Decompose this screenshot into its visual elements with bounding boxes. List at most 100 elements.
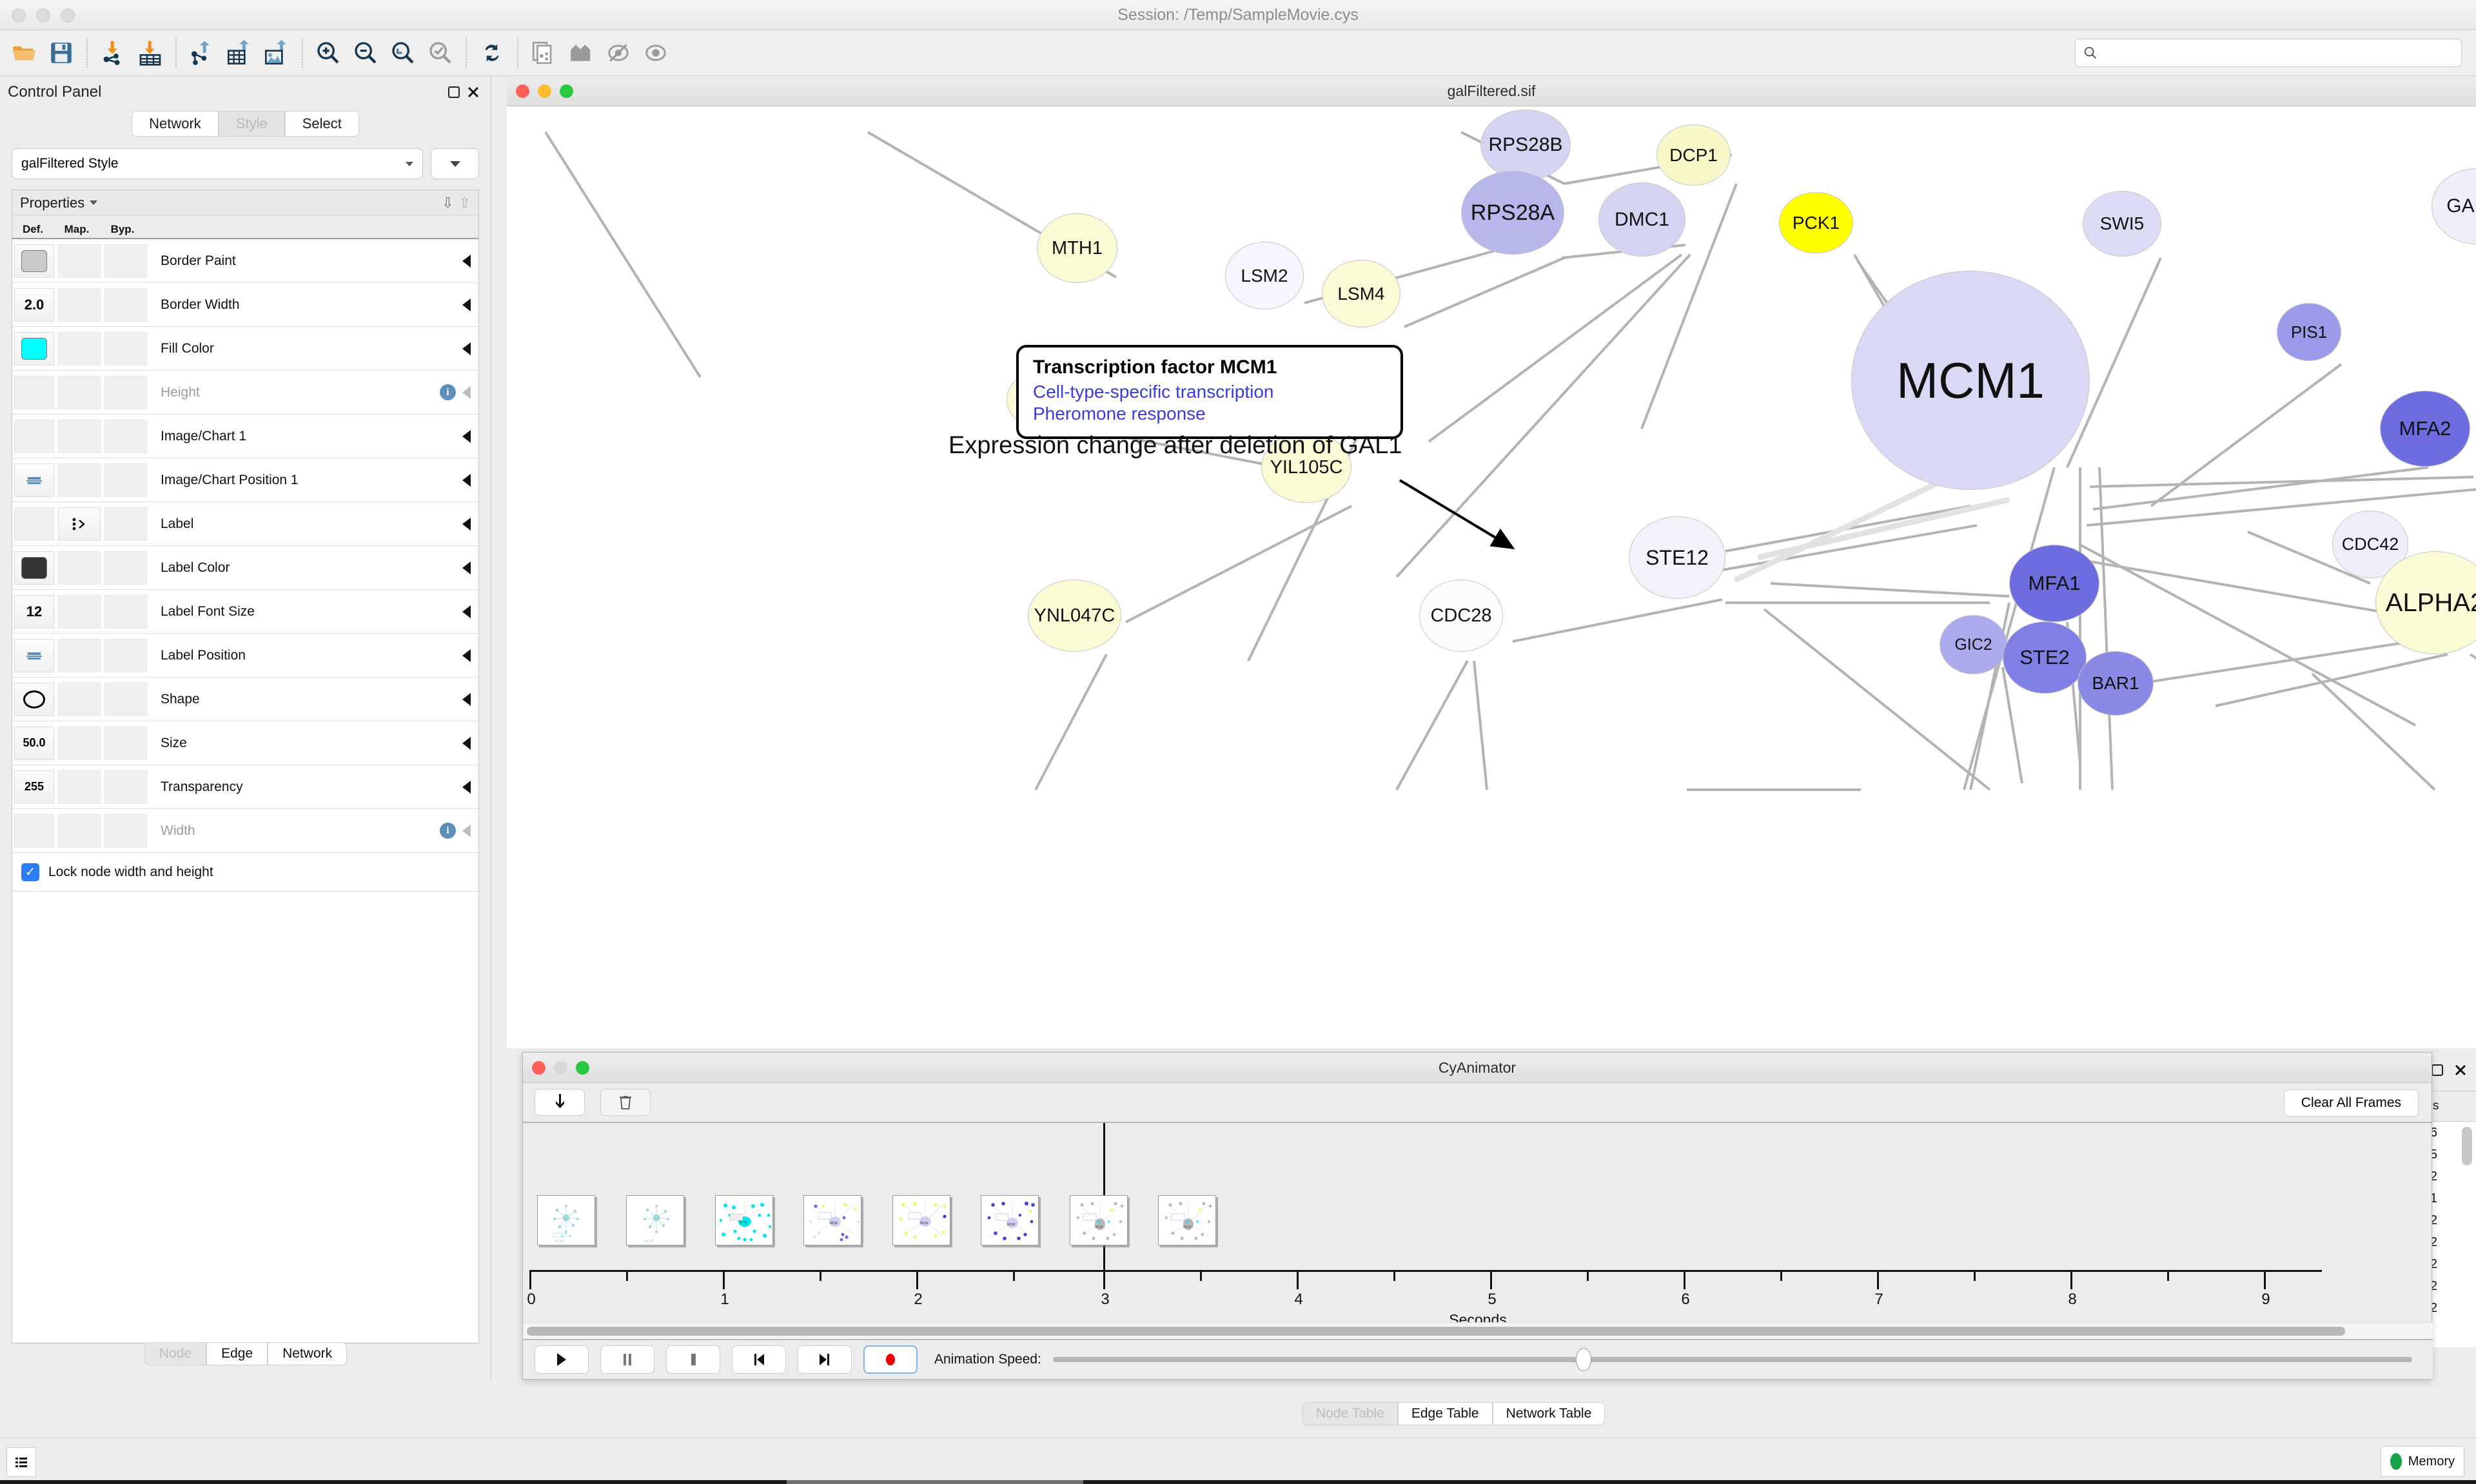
- expand-arrow-icon[interactable]: [462, 561, 471, 574]
- network-node[interactable]: MCM1: [1851, 271, 2090, 490]
- tab-style[interactable]: Style: [218, 111, 285, 137]
- frame-thumbnail[interactable]: MCM1: [537, 1195, 595, 1245]
- network-node[interactable]: STE2: [2003, 621, 2087, 694]
- map-cell[interactable]: [58, 463, 101, 497]
- tab-node-table[interactable]: Node Table: [1302, 1402, 1398, 1425]
- import-table-icon[interactable]: [132, 34, 169, 72]
- property-row[interactable]: 12 Label Font Size: [12, 590, 478, 634]
- def-cell[interactable]: [14, 638, 54, 672]
- byp-cell[interactable]: [104, 463, 147, 497]
- def-cell[interactable]: [14, 463, 54, 497]
- record-button[interactable]: [863, 1345, 918, 1374]
- network-node[interactable]: STE12: [1629, 516, 1725, 599]
- def-cell[interactable]: [14, 331, 54, 366]
- frame-thumbnail[interactable]: MCM1: [626, 1195, 684, 1245]
- expand-arrow-icon[interactable]: [462, 692, 471, 706]
- network-node[interactable]: YNL047C: [1028, 580, 1121, 652]
- map-cell[interactable]: [58, 551, 101, 585]
- tab-edge[interactable]: Edge: [206, 1342, 268, 1365]
- map-cell[interactable]: [58, 594, 101, 629]
- property-row[interactable]: Fill Color: [12, 327, 478, 371]
- expand-arrow-icon[interactable]: [462, 342, 471, 355]
- zoom-fit-icon[interactable]: [384, 34, 422, 72]
- network-node[interactable]: ALPHA2: [2375, 551, 2476, 654]
- zoom-out-icon[interactable]: [347, 34, 384, 72]
- maximize-window-dot[interactable]: [576, 1061, 589, 1075]
- close-window-dot[interactable]: [532, 1061, 545, 1075]
- minimize-window-dot[interactable]: [36, 8, 50, 23]
- play-button[interactable]: [535, 1345, 589, 1374]
- show-icon[interactable]: [637, 34, 674, 72]
- skip-start-button[interactable]: [732, 1345, 786, 1374]
- byp-cell[interactable]: [104, 288, 147, 322]
- byp-cell[interactable]: [104, 507, 147, 541]
- save-icon[interactable]: [43, 34, 80, 72]
- expand-arrow-icon[interactable]: [462, 473, 471, 487]
- map-cell[interactable]: [58, 507, 101, 541]
- zoom-selected-icon[interactable]: [422, 34, 459, 72]
- export-table-icon[interactable]: [221, 34, 258, 72]
- byp-cell[interactable]: [104, 682, 147, 716]
- expand-arrow-icon[interactable]: [462, 780, 471, 794]
- network-node[interactable]: LSM4: [1322, 260, 1400, 327]
- property-row[interactable]: Border Paint: [12, 239, 478, 283]
- expand-arrow-icon[interactable]: [462, 298, 471, 311]
- map-cell[interactable]: [58, 770, 101, 804]
- property-row[interactable]: Shape: [12, 678, 478, 721]
- close-icon[interactable]: [2454, 1064, 2467, 1080]
- map-cell[interactable]: [58, 726, 101, 760]
- collapse-all-icon[interactable]: ⇩: [442, 194, 454, 211]
- byp-cell[interactable]: [104, 594, 147, 629]
- network-node[interactable]: MFA1: [2009, 545, 2099, 622]
- network-node[interactable]: RPS28B: [1480, 110, 1571, 181]
- def-cell[interactable]: 50.0: [14, 726, 54, 760]
- network-node[interactable]: GIC2: [1940, 615, 2007, 674]
- byp-cell[interactable]: [104, 726, 147, 760]
- properties-menu-icon[interactable]: [90, 200, 98, 205]
- expand-all-icon[interactable]: ⇧: [458, 194, 471, 211]
- property-row[interactable]: Label Color: [12, 546, 478, 590]
- pause-button[interactable]: [600, 1345, 654, 1374]
- frame-thumbnail[interactable]: MCM: [892, 1195, 950, 1245]
- expand-arrow-icon[interactable]: [462, 254, 471, 268]
- property-row[interactable]: 2.0 Border Width: [12, 283, 478, 327]
- add-frame-button[interactable]: [535, 1089, 585, 1116]
- cyanimator-window-controls[interactable]: [532, 1061, 589, 1075]
- def-cell[interactable]: [14, 682, 54, 716]
- network-node[interactable]: LSM2: [1225, 242, 1304, 309]
- style-options-menu-button[interactable]: [431, 148, 479, 179]
- expand-arrow-icon[interactable]: [462, 736, 471, 750]
- frame-thumbnail[interactable]: MCM: [1158, 1195, 1216, 1245]
- search-input[interactable]: [2103, 46, 2453, 60]
- frame-thumbnail[interactable]: MCM: [803, 1195, 861, 1245]
- byp-cell[interactable]: [104, 551, 147, 585]
- network-node[interactable]: PCK1: [1779, 192, 1853, 253]
- animation-speed-slider[interactable]: [1052, 1345, 2412, 1374]
- byp-cell[interactable]: [104, 331, 147, 366]
- delete-frame-button[interactable]: [600, 1089, 651, 1116]
- window-controls[interactable]: [12, 8, 75, 23]
- map-cell[interactable]: [58, 331, 101, 366]
- open-folder-icon[interactable]: [5, 34, 43, 72]
- memory-status-button[interactable]: Memory: [2380, 1446, 2464, 1477]
- map-cell[interactable]: [58, 244, 101, 278]
- import-network-icon[interactable]: [94, 34, 132, 72]
- info-icon[interactable]: i: [440, 384, 456, 400]
- byp-cell[interactable]: [104, 770, 147, 804]
- lock-node-size-row[interactable]: ✓ Lock node width and height: [12, 853, 478, 892]
- property-row[interactable]: Image/Chart 1: [12, 415, 478, 458]
- network-window-controls[interactable]: [516, 84, 573, 98]
- export-network-icon[interactable]: [183, 34, 221, 72]
- clear-all-frames-button[interactable]: Clear All Frames: [2283, 1089, 2419, 1117]
- cyanimator-timeline[interactable]: MCM1 MCM1: [523, 1123, 2432, 1328]
- lock-checkbox[interactable]: ✓: [21, 863, 39, 881]
- property-row[interactable]: Image/Chart Position 1: [12, 458, 478, 502]
- def-cell[interactable]: [14, 551, 54, 585]
- minimize-window-dot[interactable]: [554, 1061, 567, 1075]
- def-cell[interactable]: [14, 419, 54, 453]
- float-panel-icon[interactable]: [2431, 1064, 2444, 1080]
- network-node[interactable]: YIL105C: [1261, 432, 1351, 503]
- maximize-window-dot[interactable]: [560, 84, 573, 98]
- map-cell[interactable]: [58, 682, 101, 716]
- network-canvas[interactable]: RPS28B DCP1 RPS28A DMC1 PCK1 SWI5 GAL80 …: [507, 106, 2476, 1048]
